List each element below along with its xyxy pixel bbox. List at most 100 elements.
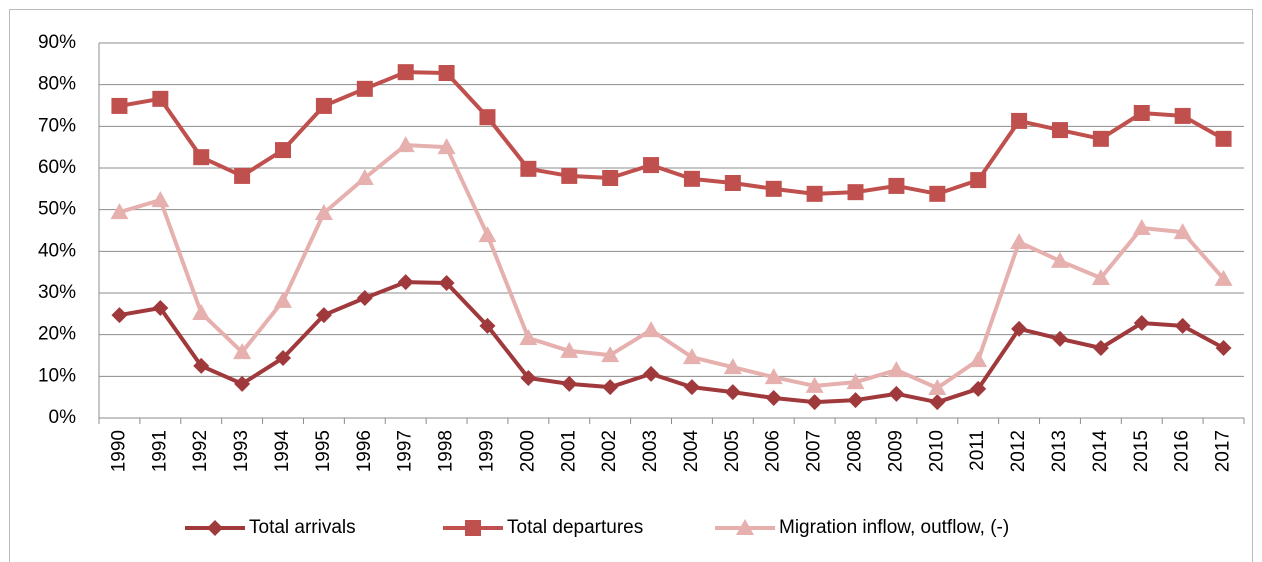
marker <box>970 172 987 189</box>
marker <box>764 368 783 385</box>
x-tick-label: 1993 <box>231 430 252 472</box>
x-tick-label: 1995 <box>313 430 334 472</box>
marker <box>520 370 537 386</box>
marker <box>1215 340 1232 356</box>
marker <box>396 136 415 153</box>
marker <box>1010 233 1029 250</box>
y-tick-label: 60% <box>38 157 76 178</box>
marker <box>1133 105 1150 121</box>
marker <box>233 343 252 360</box>
marker <box>929 185 946 202</box>
x-tick-label: 1991 <box>149 430 170 472</box>
marker <box>275 350 292 366</box>
marker <box>643 157 660 174</box>
marker <box>682 348 701 365</box>
marker <box>929 394 946 411</box>
marker <box>888 385 905 402</box>
marker <box>479 109 496 126</box>
marker <box>887 361 906 378</box>
marker <box>397 274 414 291</box>
marker <box>643 365 660 382</box>
y-tick-label: 10% <box>38 365 76 386</box>
marker <box>1133 315 1150 331</box>
x-tick-label: 2012 <box>1008 430 1029 472</box>
marker <box>846 373 865 390</box>
x-tick-label: 1998 <box>436 430 457 472</box>
legend-label: Total departures <box>507 517 643 538</box>
y-tick-label: 20% <box>38 324 76 345</box>
legend-label: Total arrivals <box>249 517 356 538</box>
marker <box>1132 219 1151 235</box>
marker <box>520 160 537 177</box>
series-line <box>119 70 1225 196</box>
marker <box>847 392 864 409</box>
marker <box>356 290 373 306</box>
marker <box>724 384 741 401</box>
marker <box>1214 269 1233 286</box>
marker <box>1092 130 1109 147</box>
y-tick-label: 30% <box>38 282 76 303</box>
y-tick-label: 40% <box>38 240 76 261</box>
marker <box>1051 330 1068 347</box>
marker <box>1051 122 1068 139</box>
marker <box>683 379 700 396</box>
marker <box>397 64 414 81</box>
marker <box>151 191 170 208</box>
marker <box>234 375 251 392</box>
marker <box>355 169 374 185</box>
x-tick-label: 2002 <box>599 430 620 472</box>
marker <box>560 341 579 358</box>
marker <box>111 307 128 324</box>
marker <box>1092 340 1109 356</box>
x-tick-label: 2001 <box>558 430 579 472</box>
marker <box>437 138 456 155</box>
marker <box>1174 317 1191 334</box>
marker <box>602 379 619 396</box>
y-tick-label: 90% <box>38 32 76 53</box>
marker <box>602 170 619 186</box>
x-tick-label: 1992 <box>190 430 211 472</box>
marker <box>806 185 823 202</box>
marker <box>478 226 497 243</box>
x-tick-label: 1997 <box>395 430 416 472</box>
x-tick-label: 2007 <box>804 430 825 472</box>
marker <box>438 65 455 81</box>
legend-label: Migration inflow, outflow, (-) <box>779 517 1009 538</box>
marker <box>683 170 700 187</box>
marker <box>1050 251 1069 268</box>
x-tick-label: 2017 <box>1213 430 1234 472</box>
x-tick-label: 2015 <box>1131 430 1152 472</box>
y-tick-label: 0% <box>49 407 77 428</box>
marker <box>192 304 211 320</box>
marker <box>1091 269 1110 285</box>
y-tick-label: 50% <box>38 199 76 220</box>
marker <box>152 300 169 316</box>
series-line <box>119 280 1225 405</box>
marker <box>315 307 332 324</box>
y-tick-label: 80% <box>38 74 76 95</box>
marker <box>561 167 578 184</box>
marker <box>314 204 333 220</box>
x-tick-label: 1996 <box>354 430 375 472</box>
x-tick-label: 2003 <box>640 430 661 472</box>
marker <box>847 184 864 201</box>
y-tick-label: 70% <box>38 115 76 136</box>
marker <box>765 390 782 406</box>
marker <box>479 317 496 334</box>
marker <box>642 321 661 338</box>
x-tick-label: 2011 <box>967 430 988 471</box>
x-tick-label: 2005 <box>722 430 743 472</box>
x-tick-label: 2016 <box>1172 430 1193 472</box>
x-tick-label: 2009 <box>885 430 906 472</box>
marker <box>193 149 210 166</box>
marker <box>765 180 782 197</box>
marker <box>561 375 578 392</box>
marker <box>1011 112 1028 129</box>
x-tick-label: 1990 <box>108 430 129 472</box>
x-tick-label: 2010 <box>926 430 947 472</box>
marker <box>519 329 538 345</box>
marker <box>736 519 754 535</box>
x-tick-label: 1994 <box>272 430 293 473</box>
marker <box>275 142 292 159</box>
